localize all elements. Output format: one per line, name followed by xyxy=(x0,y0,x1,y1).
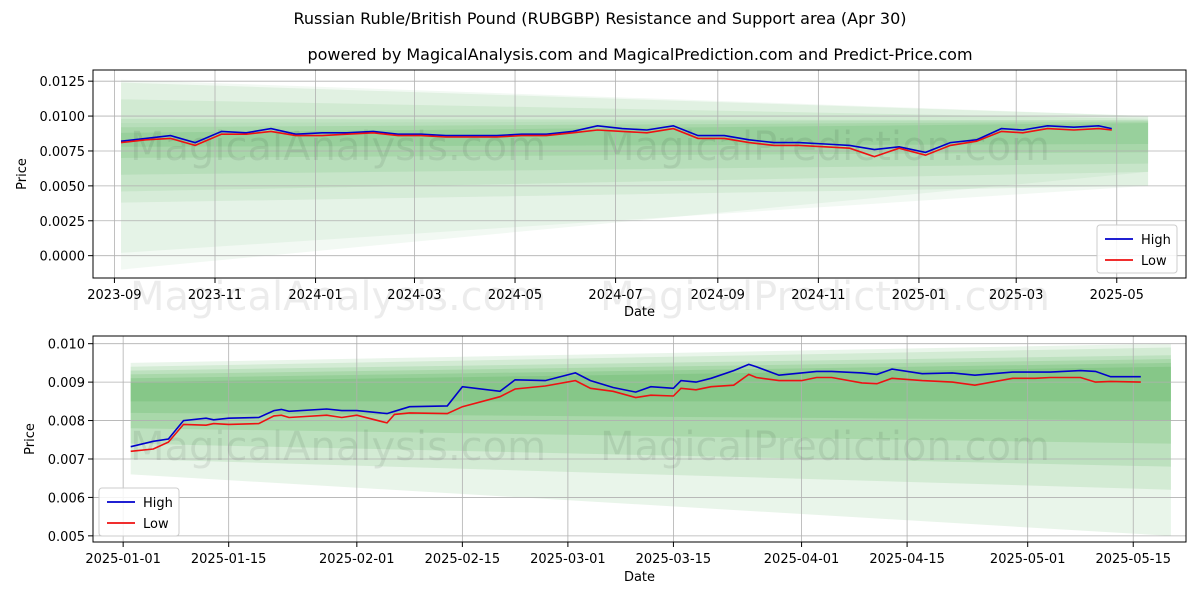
x-tick-label: 2024-05 xyxy=(488,288,542,303)
x-tick-label: 2024-09 xyxy=(691,288,745,303)
x-tick-label: 2025-05-01 xyxy=(990,552,1066,567)
y-tick-label: 0.0075 xyxy=(40,145,86,160)
x-tick-label: 2024-01 xyxy=(288,288,342,303)
x-tick-label: 2025-03-15 xyxy=(636,552,712,567)
legend-label-high: High xyxy=(143,496,173,511)
legend-label-low: Low xyxy=(1141,254,1167,269)
band-5 xyxy=(121,79,1149,253)
series-line-low xyxy=(130,373,1141,453)
chart-subtitle: powered by MagicalAnalysis.com and Magic… xyxy=(307,45,973,64)
y-tick-label: 0.0025 xyxy=(40,215,86,230)
band-1 xyxy=(121,99,1149,192)
y-tick-label: 0.007 xyxy=(48,453,85,468)
series-line-high xyxy=(130,363,1141,448)
band-6 xyxy=(121,120,1149,270)
x-tick-label: 2024-07 xyxy=(588,288,642,303)
y-tick-label: 0.0000 xyxy=(40,250,86,265)
band-0 xyxy=(130,343,1171,536)
x-tick-label: 2025-01-01 xyxy=(85,552,161,567)
x-tick-label: 2025-01-15 xyxy=(191,552,267,567)
plot-frame xyxy=(92,335,1187,543)
y-tick-label: 0.0125 xyxy=(40,75,86,90)
y-tick-label: 0.006 xyxy=(48,491,85,506)
x-tick-label: 2025-02-15 xyxy=(425,552,501,567)
x-tick-label: 2023-11 xyxy=(188,288,242,303)
top-plot: MagicalAnalysis.com MagicalPrediction.com… xyxy=(15,69,1187,320)
legend: High Low xyxy=(1096,224,1178,274)
support-resistance-bands xyxy=(121,79,1149,270)
x-tick-label: 2025-04-01 xyxy=(764,552,840,567)
x-axis-label: Date xyxy=(624,305,655,320)
x-tick-label: 2025-01 xyxy=(892,288,946,303)
x-tick-label: 2025-03-01 xyxy=(530,552,606,567)
band-4 xyxy=(130,362,1171,421)
x-tick-label: 2024-03 xyxy=(387,288,441,303)
plot-frame xyxy=(92,69,1187,279)
legend-label-high: High xyxy=(1141,233,1171,248)
y-axis-label: Price xyxy=(23,423,38,455)
x-tick-label: 2025-04-15 xyxy=(869,552,945,567)
y-tick-label: 0.009 xyxy=(48,376,85,391)
band-4 xyxy=(121,123,1149,147)
band-3 xyxy=(121,121,1149,158)
x-tick-label: 2025-05-15 xyxy=(1095,552,1171,567)
grid xyxy=(93,70,1186,278)
band-0 xyxy=(121,82,1149,203)
x-tick-label: 2025-02-01 xyxy=(319,552,395,567)
grid xyxy=(93,336,1186,542)
y-tick-label: 0.010 xyxy=(48,338,85,353)
x-tick-label: 2024-11 xyxy=(791,288,845,303)
bottom-plot: MagicalAnalysis.com MagicalPrediction.com… xyxy=(23,335,1187,585)
y-tick-label: 0.008 xyxy=(48,415,85,430)
x-tick-label: 2023-09 xyxy=(87,288,141,303)
watermark: MagicalAnalysis.com xyxy=(130,274,546,320)
x-tick-label: 2025-03 xyxy=(989,288,1043,303)
watermark: MagicalAnalysis.com xyxy=(130,124,546,170)
y-axis-label: Price xyxy=(15,158,30,190)
band-1 xyxy=(130,347,1171,490)
x-tick-label: 2025-05 xyxy=(1090,288,1144,303)
watermark: MagicalPrediction.com xyxy=(600,274,1050,320)
band-2 xyxy=(130,355,1171,467)
band-5 xyxy=(130,366,1171,402)
x-axis-label: Date xyxy=(624,570,655,585)
y-tick-label: 0.0100 xyxy=(40,110,86,125)
series-line-high xyxy=(120,124,1112,154)
y-tick-label: 0.005 xyxy=(48,530,85,545)
watermark: MagicalAnalysis.com xyxy=(130,424,546,470)
legend-box xyxy=(1096,224,1178,274)
legend-box xyxy=(98,487,180,537)
chart-title: Russian Ruble/British Pound (RUBGBP) Res… xyxy=(293,9,907,28)
legend-label-low: Low xyxy=(143,517,169,532)
series-line-low xyxy=(120,127,1112,158)
legend: High Low xyxy=(98,487,180,537)
watermark: MagicalPrediction.com xyxy=(600,424,1050,470)
y-tick-label: 0.0050 xyxy=(40,180,86,195)
